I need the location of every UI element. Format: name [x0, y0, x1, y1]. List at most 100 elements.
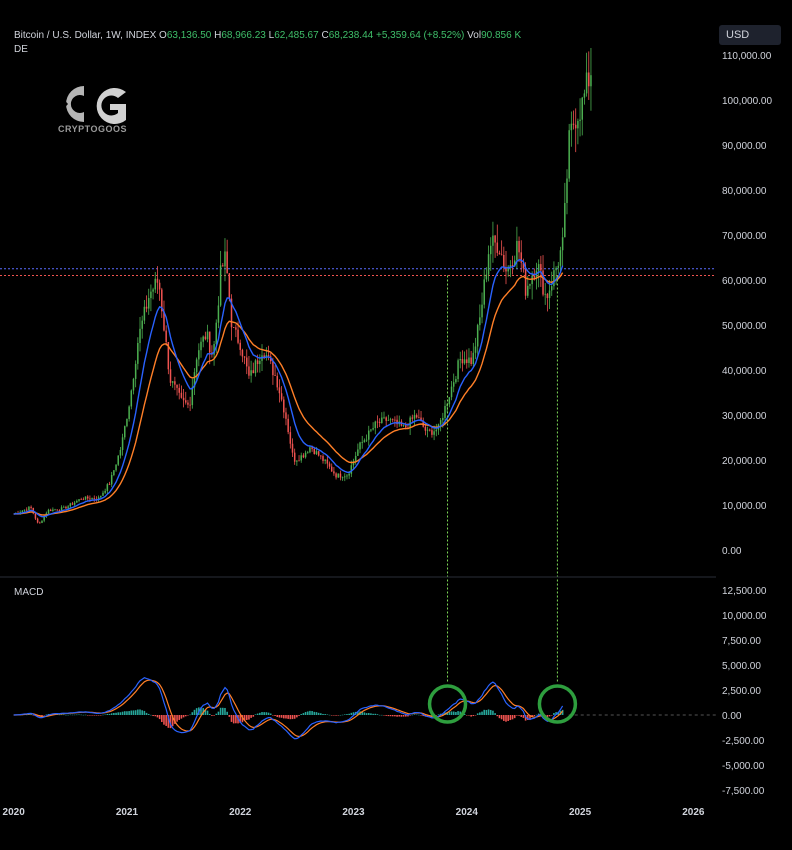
- x-tick-label: 2023: [342, 807, 365, 818]
- candle-body: [357, 449, 359, 456]
- candle-body: [555, 267, 557, 271]
- chart-header: Bitcoin / U.S. Dollar, 1W, INDEX O63,136…: [14, 30, 521, 41]
- candle-body: [156, 278, 159, 283]
- candle-body: [252, 370, 255, 374]
- candle-body: [300, 455, 302, 461]
- histogram-bar: [73, 714, 76, 716]
- candle-body: [259, 360, 261, 365]
- histogram-bar: [154, 715, 157, 717]
- candle-body: [230, 298, 233, 328]
- low-value: 62,485.67: [274, 30, 319, 41]
- histogram-bar: [385, 715, 387, 716]
- candle-body: [481, 304, 483, 318]
- histogram-bar: [313, 711, 316, 715]
- candle-body: [176, 384, 178, 388]
- candle-body: [564, 202, 566, 238]
- candle-body: [102, 492, 104, 496]
- histogram-bar: [93, 715, 96, 716]
- histogram-bar: [352, 712, 355, 715]
- candle-body: [317, 451, 320, 456]
- histogram-bar: [363, 712, 366, 715]
- candle-body: [326, 459, 329, 464]
- histogram-bar: [95, 715, 98, 716]
- histogram-bar: [274, 715, 276, 716]
- candle-body: [296, 460, 298, 462]
- histogram-bar: [211, 715, 213, 716]
- candle-body: [511, 265, 514, 267]
- histogram-bar: [326, 714, 329, 715]
- histogram-bar: [171, 715, 174, 727]
- candle-body: [485, 274, 488, 280]
- candle-body: [459, 359, 462, 361]
- histogram-bar: [394, 715, 396, 717]
- candle-body: [533, 275, 536, 278]
- candle-body: [452, 382, 455, 387]
- candle-body: [71, 503, 74, 505]
- candle-body: [402, 425, 405, 427]
- candle-body: [97, 497, 100, 500]
- histogram-bar: [280, 715, 283, 718]
- histogram-bar: [217, 711, 220, 715]
- candle-body: [370, 429, 372, 431]
- candle-body: [385, 417, 387, 421]
- candle-body: [496, 242, 499, 253]
- candle-body: [189, 404, 191, 406]
- histogram-bar: [404, 715, 407, 717]
- candle-body: [348, 473, 350, 476]
- candle-body: [73, 502, 76, 505]
- candle-body: [228, 273, 231, 299]
- histogram-bar: [474, 715, 477, 716]
- histogram-bar: [65, 714, 67, 716]
- candle-body: [413, 415, 416, 419]
- price-tick-label: 40,000.00: [722, 366, 767, 377]
- x-tick-label: 2021: [116, 807, 139, 818]
- candle-body: [182, 397, 185, 401]
- price-tick-label: 20,000.00: [722, 456, 767, 467]
- histogram-bar: [200, 707, 202, 715]
- candle-body: [187, 402, 189, 405]
- histogram-bar: [195, 708, 198, 715]
- histogram-bar: [389, 715, 392, 717]
- histogram-bar: [265, 712, 268, 715]
- candle-body: [276, 375, 279, 388]
- macd-tick-label: 12,500.00: [722, 586, 767, 597]
- candle-body: [23, 509, 26, 511]
- candle-body: [89, 498, 91, 500]
- histogram-bar: [500, 715, 503, 720]
- candle-body: [121, 437, 124, 450]
- candle-body: [583, 93, 586, 98]
- candle-body: [278, 387, 281, 394]
- histogram-bar: [483, 709, 486, 715]
- candle-body: [217, 305, 220, 323]
- histogram-bar: [455, 712, 457, 715]
- candle-body: [500, 254, 503, 256]
- symbol-title[interactable]: Bitcoin / U.S. Dollar, 1W, INDEX: [14, 30, 157, 41]
- histogram-bar: [160, 715, 163, 723]
- candle-body: [461, 359, 464, 364]
- histogram-bar: [215, 713, 218, 715]
- candle-body: [100, 495, 102, 498]
- histogram-bar: [533, 715, 536, 717]
- candle-body: [280, 393, 283, 400]
- histogram-bar: [152, 715, 154, 717]
- candle-body: [76, 500, 78, 503]
- histogram-bar: [507, 715, 509, 721]
- candle-body: [365, 439, 368, 441]
- candle-body: [302, 455, 305, 458]
- price-tick-label: 10,000.00: [722, 501, 767, 512]
- histogram-bar: [254, 714, 257, 715]
- candle-body: [28, 506, 30, 511]
- histogram-bar: [245, 715, 248, 721]
- histogram-bar: [80, 714, 82, 716]
- low-label: L: [268, 30, 275, 41]
- candle-body: [333, 471, 335, 474]
- candle-body: [306, 452, 309, 454]
- histogram-bar: [472, 715, 475, 717]
- histogram-bar: [378, 714, 381, 716]
- candle-body: [455, 379, 457, 383]
- histogram-bar: [60, 714, 63, 716]
- candle-body: [389, 419, 392, 421]
- histogram-bar: [450, 711, 453, 715]
- ema-lines: [13, 258, 564, 518]
- currency-button[interactable]: USD: [719, 25, 781, 45]
